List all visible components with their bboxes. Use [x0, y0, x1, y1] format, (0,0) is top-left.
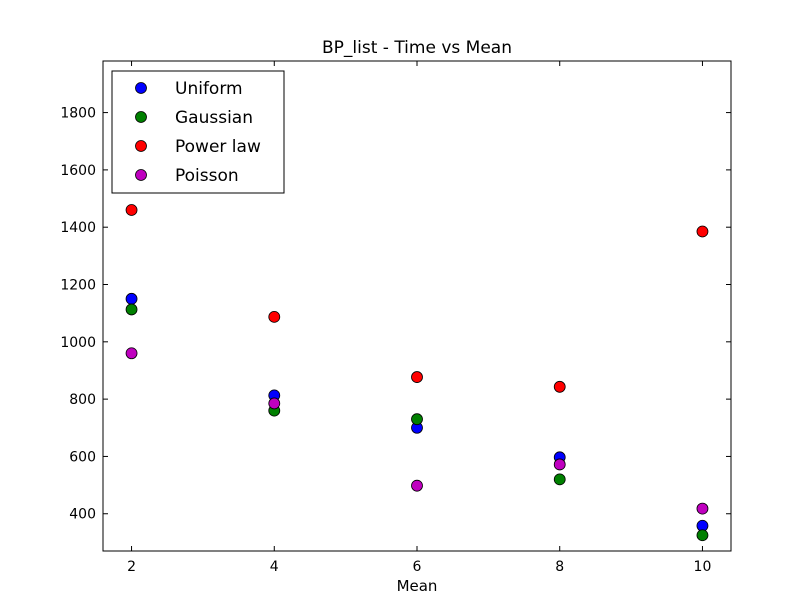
points-layer	[125, 204, 709, 542]
legend-marker	[135, 140, 147, 152]
y-tick-label: 1200	[60, 278, 96, 294]
data-point-poisson	[125, 347, 138, 360]
data-point-poisson	[268, 397, 281, 410]
y-tick-label: 600	[69, 449, 96, 465]
data-point-poisson	[696, 502, 709, 515]
legend-marker	[135, 169, 147, 181]
data-point-uniform	[125, 292, 138, 305]
data-point-gaussian	[696, 529, 709, 542]
chart-title: BP_list - Time vs Mean	[322, 38, 512, 58]
plot-frame	[102, 60, 732, 552]
legend-marker	[135, 82, 147, 94]
data-point-power-law	[411, 371, 423, 383]
x-tick-label: 6	[413, 559, 422, 575]
data-point-gaussian	[125, 303, 138, 316]
y-tick-label: 1000	[60, 335, 96, 351]
data-point-poisson	[411, 479, 423, 492]
legend: Uniform Gaussian Power law Poisson	[111, 70, 285, 194]
x-tick-label: 2	[127, 559, 136, 575]
x-tick-label: 4	[270, 559, 279, 575]
y-tick-label: 800	[69, 392, 96, 408]
data-point-power-law	[553, 380, 566, 393]
ticks-layer: 2 4 6 8 10 400 600 800 1000 1200 1400 1600 1800	[60, 61, 731, 575]
data-point-gaussian	[553, 473, 566, 486]
y-tick-label: 400	[69, 507, 96, 523]
x-tick-label: 10	[694, 559, 712, 575]
data-point-power-law	[268, 310, 281, 323]
legend-label: Uniform	[175, 79, 243, 99]
legend-label: Gaussian	[175, 108, 253, 128]
data-point-gaussian	[411, 413, 423, 426]
data-point-poisson	[553, 458, 566, 471]
x-axis-label: Mean	[397, 577, 438, 595]
legend-marker	[135, 111, 147, 123]
x-tick-label: 8	[555, 559, 564, 575]
legend-label: Poisson	[175, 166, 239, 186]
y-tick-label: 1400	[60, 220, 96, 236]
y-tick-label: 1800	[60, 106, 96, 122]
y-tick-label: 1600	[60, 163, 96, 179]
data-point-power-law	[125, 204, 138, 216]
legend-label: Power law	[175, 137, 261, 157]
data-point-power-law	[696, 225, 709, 238]
